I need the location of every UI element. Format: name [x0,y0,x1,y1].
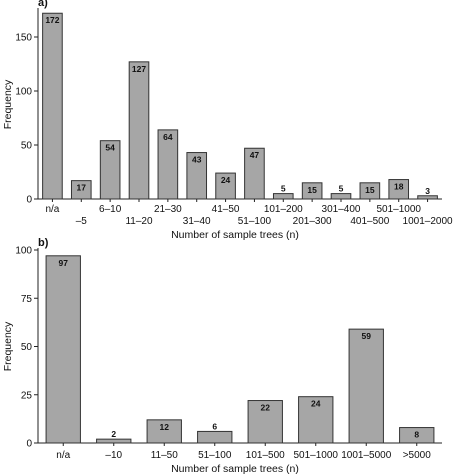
data-label: 43 [192,155,202,165]
bar [197,430,233,444]
bar [96,438,132,444]
x-tick-label: 11–20 [125,216,153,227]
panel-label: a) [38,0,48,9]
x-tick-label: >5000 [403,450,432,461]
y-tick-label: 100 [15,246,32,257]
x-tick-label: 1001–5000 [341,450,391,461]
y-axis-title: Frequency [2,321,14,371]
data-label: 12 [160,422,170,432]
data-label: 5 [281,184,286,194]
data-label: 15 [307,185,317,195]
data-label: 18 [394,182,404,192]
data-label: 47 [250,150,260,160]
x-tick-label: 41–50 [212,204,240,215]
x-tick-label: 31–40 [183,216,211,227]
bar [45,255,81,444]
data-label: 54 [105,143,115,153]
bar [42,12,63,200]
data-label: 17 [77,183,87,193]
y-tick-label: 100 [15,87,32,98]
bar [298,396,334,444]
x-axis-title: Number of sample trees (n) [171,463,299,474]
data-label: 6 [212,421,217,431]
x-tick-label: 6–10 [99,204,122,215]
data-label: 59 [362,331,372,341]
x-tick-label: 201–300 [293,216,332,227]
x-tick-label: 11–50 [151,450,179,461]
y-tick-label: 75 [21,294,33,305]
x-axis-title: Number of sample trees (n) [171,229,299,241]
panel-label: b) [38,237,49,249]
chart-panel-b: 0 25 50 75 100 97 n/a 2 –10 12 11–50 6 51–100 22 101–5… [2,237,442,474]
x-tick-label: n/a [56,450,70,461]
x-tick-label: 301–400 [322,204,361,215]
data-label: 97 [59,258,69,268]
bar [348,328,384,444]
y-tick-label: 50 [21,342,33,353]
data-label: 15 [365,185,375,195]
bar [247,400,283,444]
y-tick-label: 25 [21,390,33,401]
x-tick-label: 401–500 [350,216,389,227]
bar [272,193,294,200]
data-label: 64 [163,132,173,142]
x-tick-label: 1001–2000 [403,216,453,227]
x-tick-label: n/a [45,204,59,215]
x-tick-label: –5 [76,216,88,227]
y-tick-label: 150 [15,33,32,44]
y-tick-label: 50 [21,141,33,152]
bar [128,61,150,200]
x-tick-label: 501–1000 [294,450,339,461]
bar [417,195,438,200]
data-label: 172 [45,15,59,25]
x-tick-label: 101–200 [264,204,303,215]
y-axis-title: Frequency [2,79,14,129]
data-label: 3 [425,186,430,196]
data-label: 2 [111,429,116,439]
x-tick-label: 101–500 [246,450,285,461]
x-tick-label: 51–100 [198,450,232,461]
x-tick-label: 21–30 [154,204,182,215]
x-tick-label: –10 [105,450,122,461]
data-label: 24 [311,399,321,409]
y-tick-label: 0 [26,439,32,450]
data-label: 127 [132,64,146,74]
y-tick-label: 0 [26,195,32,206]
data-label: 22 [261,403,271,413]
data-label: 5 [339,184,344,194]
bar [330,193,352,200]
data-label: 24 [221,175,231,185]
chart-panel-a: 0 50 100 150 172 n/a 17 –5 54 6–10 127 11–20 64 21–30… [2,0,453,241]
data-label: 8 [414,430,419,440]
x-tick-label: 51–100 [238,216,272,227]
x-tick-label: 501–1000 [376,204,421,215]
